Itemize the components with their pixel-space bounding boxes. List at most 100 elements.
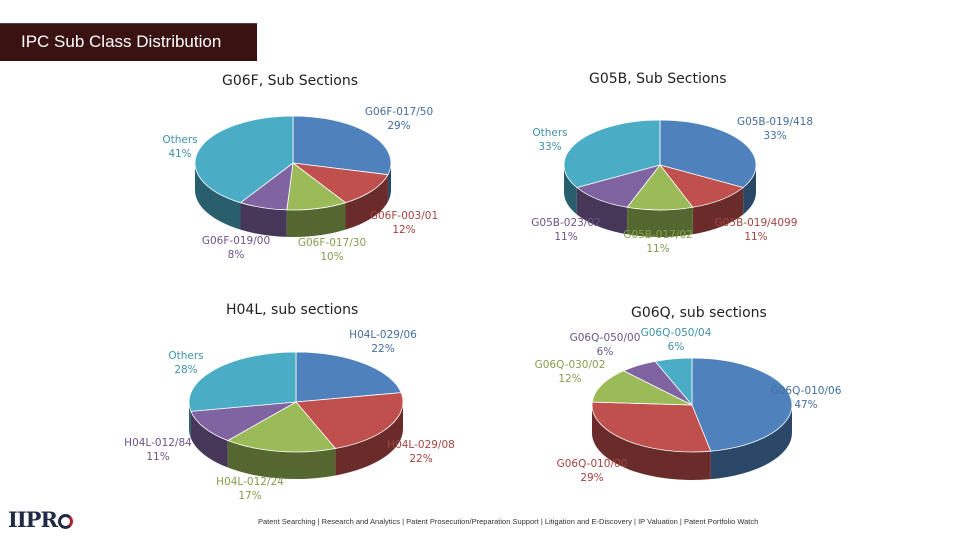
data-label-others: Others 33% [532,126,567,154]
pie-chart-g06f [194,115,392,237]
data-label-g06q-010-06: G06Q-010/06 47% [771,384,842,412]
chart-title-g06f: G06F, Sub Sections [222,73,359,89]
data-label-name: G06F-003/01 [369,210,439,222]
data-label-value: 22% [409,453,433,465]
data-label-g06q-050-00: G06Q-050/00 6% [570,331,641,359]
pie-side-g05b-023-02 [576,187,628,235]
data-label-name: G05B-023/02 [531,217,601,229]
data-label-value: 29% [580,472,604,484]
data-label-value: 11% [646,243,670,255]
pie-slice-h04l-029-06 [295,351,402,403]
pie-slice-others [563,119,661,188]
data-label-name: G06F-017/50 [364,106,434,118]
data-label-value: 11% [554,231,578,243]
data-label-g05b-019-4099: G05B-019/4099 11% [715,216,798,244]
data-label-value: 22% [371,343,395,355]
pie-slice-h04l-029-08 [295,392,404,449]
data-label-value: 8% [227,249,245,261]
chart-title-h04l: H04L, sub sections [226,302,359,318]
data-label-value: 6% [596,346,614,358]
data-label-h04l-029-06: H04L-029/06 22% [349,328,417,356]
data-label-h04l-012-84: H04L-012/84 11% [124,436,192,464]
pie-slice-h04l-012-84 [190,401,297,441]
pie-side-g06q-010-06 [710,405,792,480]
data-label-value: 33% [763,130,787,142]
data-label-name: G06F-019/00 [201,235,271,247]
pie-slice-g05b-023-02 [576,164,662,208]
data-label-name: H04L-012/84 [124,437,192,449]
data-label-name: G06Q-010/06 [770,385,842,397]
pie-slice-g06q-010-06 [691,357,793,452]
data-label-value: 10% [320,251,344,263]
data-label-value: 6% [667,341,685,353]
data-label-name: G05B-019/418 [736,116,814,128]
data-label-others: Others 41% [162,133,197,161]
pie-side-g06f-017-50 [387,163,391,202]
pie-slice-g06q-010-00 [591,401,712,453]
pie-side-others [195,163,241,230]
page-title: IPC Sub Class Distribution [0,23,257,61]
pie-slice-g06f-017-50 [292,115,392,176]
pie-chart-g06q [591,357,793,480]
data-label-value: 29% [387,120,411,132]
data-label-g05b-017-02: G05B-017/02 11% [623,228,692,256]
data-label-name: G05B-019/4099 [714,217,798,229]
pie-slice-g05b-019-4099 [658,164,744,208]
pie-side-g06f-003-01 [345,174,388,230]
data-label-name: H04L-012/24 [216,476,284,488]
data-label-name: H04L-029/06 [349,329,417,341]
chart-title-g05b: G05B, Sub Sections [589,71,727,87]
data-label-name: Others [162,134,198,146]
data-label-value: 41% [168,148,192,160]
data-label-name: Others [168,350,204,362]
footer-services: Patent Searching | Research and Analytic… [258,517,759,526]
data-label-name: G06Q-050/04 [640,327,712,339]
data-label-others: Others 28% [168,349,203,377]
data-label-value: 33% [538,141,562,153]
data-label-name: G06Q-030/02 [534,359,606,371]
data-label-g06f-017-50: G06F-017/50 29% [365,105,433,133]
data-label-name: G06F-017/30 [297,237,367,249]
pie-chart-h04l [188,351,404,479]
data-label-g06q-030-02: G06Q-030/02 12% [535,358,606,386]
pie-slice-g06f-003-01 [291,162,389,204]
data-label-g06q-050-04: G06Q-050/04 6% [641,326,712,354]
data-label-name: G06Q-050/00 [569,332,641,344]
data-label-name: Others [532,127,568,139]
data-label-value: 47% [794,399,818,411]
data-label-name: H04L-029/08 [387,439,455,451]
data-label-value: 28% [174,364,198,376]
data-label-value: 12% [392,224,416,236]
pie-slice-g06q-050-04 [654,357,693,407]
data-label-g06q-010-00: G06Q-010/00 29% [557,457,628,485]
pie-slice-g05b-019-418 [659,119,757,188]
data-label-h04l-012-24: H04L-012/24 17% [216,475,284,503]
pie-side-g06q-010-00 [592,405,711,480]
data-label-h04l-029-08: H04L-029/08 22% [387,438,455,466]
pie-chart-g05b [563,119,757,237]
data-label-value: 11% [146,451,170,463]
data-label-g05b-023-02: G05B-023/02 11% [531,216,600,244]
data-label-g06f-003-01: G06F-003/01 12% [370,209,438,237]
data-label-value: 17% [238,490,262,502]
data-label-g06f-019-00: G06F-019/00 8% [202,234,270,262]
pie-side-h04l-012-24 [227,440,336,479]
data-label-name: G05B-017/02 [623,229,693,241]
data-label-value: 12% [558,373,582,385]
iipr-logo: IIPR [8,507,73,532]
data-label-g05b-019-418: G05B-019/418 33% [737,115,813,143]
pie-slice-h04l-012-24 [226,401,337,453]
pie-side-g06f-017-30 [286,202,346,237]
pie-side-g05b-017-02 [627,207,693,237]
pie-slice-others [188,351,297,412]
pie-side-h04l-012-84 [190,411,228,468]
chart-title-g06q: G06Q, sub sections [631,305,767,321]
pie-slice-g06q-030-02 [591,370,693,406]
data-label-g06f-017-30: G06F-017/30 10% [298,236,366,264]
pie-side-g06f-019-00 [240,202,287,237]
pie-slice-g05b-017-02 [626,164,694,211]
data-label-name: G06Q-010/00 [556,458,628,470]
pie-slice-others [194,115,294,204]
data-label-value: 11% [744,231,768,243]
